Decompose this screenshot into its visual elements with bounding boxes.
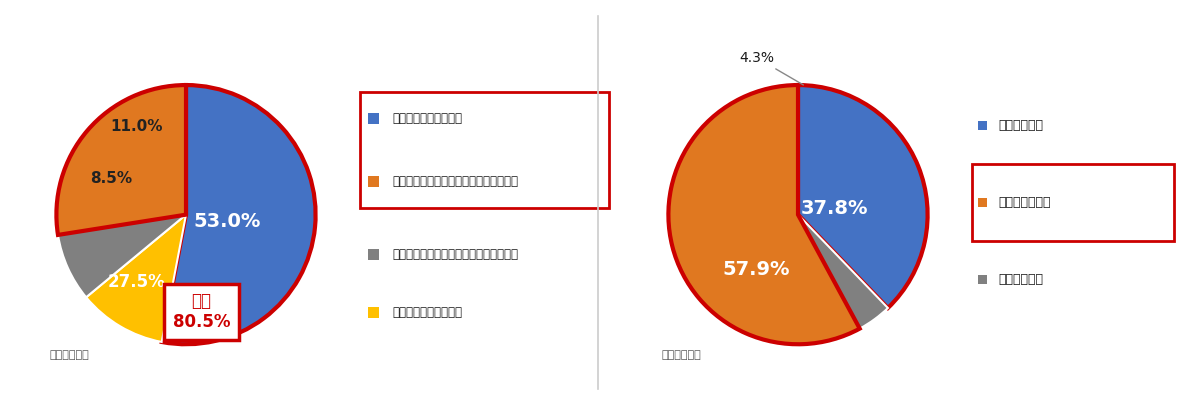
Text: 53.0%: 53.0% [193,212,262,230]
Bar [978,121,988,130]
Text: 気になったことはない: 気になったことはない [392,306,463,319]
Text: 実施している: 実施している [998,119,1044,132]
Wedge shape [86,215,186,342]
Text: どちらかといえば気になったことはない: どちらかといえば気になったことはない [392,248,518,261]
Wedge shape [798,85,928,308]
Text: （グラフ１）: （グラフ１） [50,350,90,360]
Text: （グラフ２）: （グラフ２） [662,350,702,360]
Bar [367,113,379,124]
Wedge shape [668,85,859,344]
Wedge shape [798,215,888,328]
Text: 実施していない: 実施していない [998,196,1051,209]
Text: 57.9%: 57.9% [722,260,791,279]
Text: 気になったことがある: 気になったことがある [392,112,463,125]
Text: 4.3%: 4.3% [739,51,803,85]
Text: どちらかといえば気になったことがある: どちらかといえば気になったことがある [392,175,518,188]
Text: 27.5%: 27.5% [108,273,166,291]
Text: 37.8%: 37.8% [800,199,868,217]
Text: 覚えていない: 覚えていない [998,273,1044,286]
Text: 11.0%: 11.0% [110,119,163,134]
Text: 合計
80.5%: 合計 80.5% [173,292,230,331]
Bar [367,249,379,260]
Bar [367,307,379,318]
Wedge shape [58,215,186,297]
Wedge shape [162,85,316,344]
Text: 8.5%: 8.5% [90,171,132,186]
Bar [978,198,988,207]
Bar [978,275,988,284]
Wedge shape [56,85,186,235]
Bar [367,176,379,187]
